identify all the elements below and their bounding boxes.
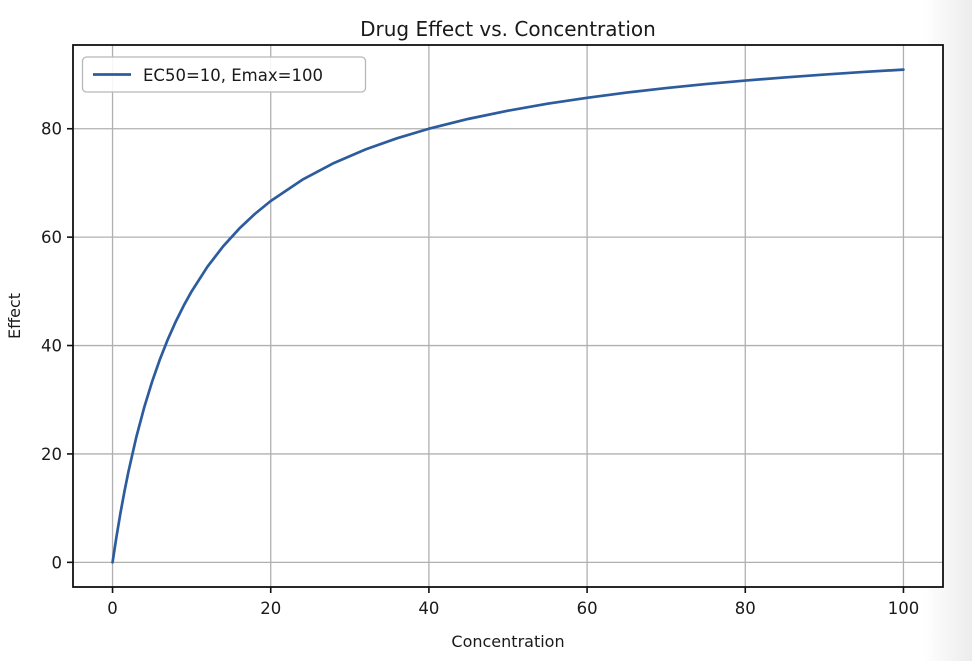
x-tick-label: 80 <box>735 599 756 618</box>
x-tick-label: 100 <box>888 599 920 618</box>
chart-title: Drug Effect vs. Concentration <box>360 17 656 41</box>
y-tick-label: 20 <box>41 445 62 464</box>
x-tick-label: 60 <box>577 599 598 618</box>
y-tick-label: 0 <box>52 553 63 572</box>
y-axis-label: Effect <box>5 293 24 339</box>
legend-box <box>81 56 367 93</box>
x-tick-label: 0 <box>107 599 118 618</box>
x-axis-label: Concentration <box>451 632 564 651</box>
x-tick-label: 20 <box>260 599 281 618</box>
y-tick-label: 40 <box>41 337 62 356</box>
legend-label: EC50=10, Emax=100 <box>143 66 323 85</box>
y-tick-label: 60 <box>41 228 62 247</box>
x-tick-label: 40 <box>418 599 439 618</box>
effect-curve <box>111 68 905 564</box>
y-tick-label: 80 <box>41 120 62 139</box>
plot-background <box>73 45 943 587</box>
axes-frame <box>72 44 944 588</box>
